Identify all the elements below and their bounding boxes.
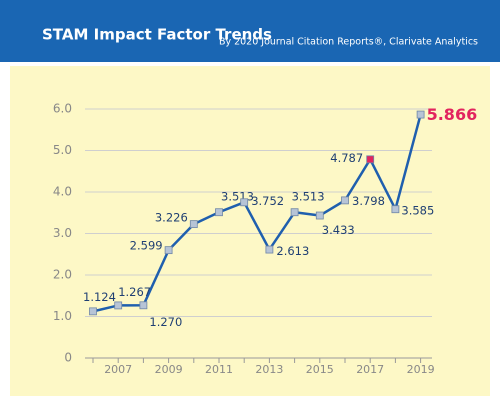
data-point (114, 301, 123, 310)
x-tick-label: 2015 (306, 363, 334, 376)
x-tick-label: 2009 (155, 363, 183, 376)
data-label: 1.270 (149, 315, 182, 329)
y-tick-label: 1.0 (53, 309, 72, 323)
data-label: 1.267 (118, 285, 151, 299)
y-tick-label: 4.0 (53, 185, 72, 199)
plot-panel (10, 66, 490, 396)
data-label: 3.513 (221, 190, 254, 204)
x-tick-label: 2007 (104, 363, 132, 376)
data-point (215, 208, 223, 217)
y-tick-label: 6.0 (53, 102, 72, 116)
data-label: 2.599 (130, 239, 163, 253)
plot-area: 0 1.0 2.0 3.0 4.0 5.0 6.0 2007 2009 2011 2013 2015 2… (53, 102, 477, 377)
data-point (139, 301, 148, 310)
data-label: 1.124 (83, 290, 116, 304)
data-label: 3.798 (352, 194, 385, 208)
data-label: 2.613 (276, 244, 309, 258)
data-point (89, 307, 97, 316)
data-point (240, 198, 249, 207)
y-tick-label: 2.0 (53, 268, 72, 282)
data-label: 5.866 (427, 105, 478, 124)
data-label: 3.585 (401, 204, 434, 218)
data-point (341, 196, 349, 205)
data-point (164, 246, 173, 255)
x-tick-label: 2019 (407, 363, 435, 376)
x-tick-label: 2011 (205, 363, 233, 376)
header-band (0, 0, 500, 62)
x-tick-label: 2017 (356, 363, 384, 376)
data-line (92, 114, 422, 313)
data-label: 3.513 (292, 190, 325, 204)
data-point (290, 208, 299, 217)
data-label: 3.752 (251, 194, 284, 208)
data-label: 4.787 (330, 151, 363, 165)
y-tick-label: 0 (64, 351, 72, 365)
data-point (391, 205, 400, 214)
y-tick-label: 5.0 (53, 143, 72, 157)
y-tick-label: 3.0 (53, 226, 72, 240)
data-point (265, 245, 274, 254)
data-label: 3.226 (155, 211, 188, 225)
data-label: 3.433 (322, 223, 355, 237)
data-point (366, 155, 375, 164)
chart-title: STAM Impact Factor Trends (42, 26, 272, 44)
data-point (416, 110, 425, 119)
data-point (189, 220, 198, 229)
x-tick-label: 2013 (255, 363, 283, 376)
data-point (315, 211, 324, 220)
chart-subtitle: By 2020 Journal Citation Reports®, Clari… (219, 37, 478, 48)
